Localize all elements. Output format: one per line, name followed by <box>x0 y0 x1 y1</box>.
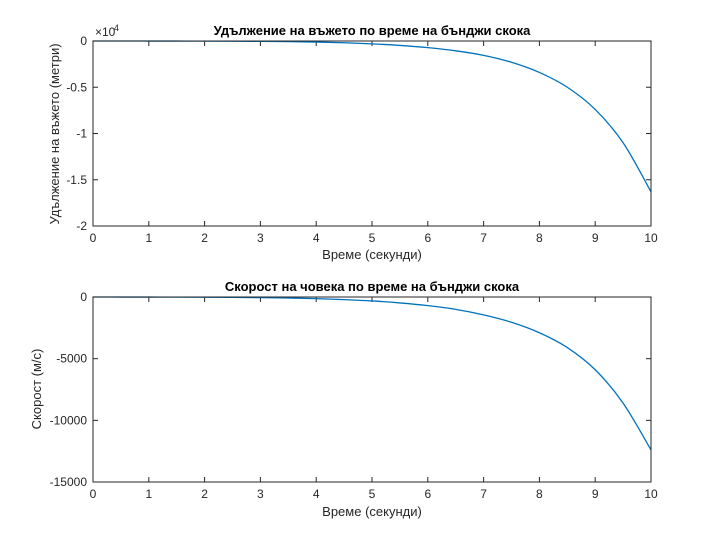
x-tick-label: 1 <box>145 231 152 245</box>
y-tick-label: -0.5 <box>66 80 87 94</box>
x-tick-label: 10 <box>644 231 658 245</box>
x-tick-label: 6 <box>424 231 431 245</box>
x-tick-label: 6 <box>424 487 431 501</box>
y-tick-label: 0 <box>80 34 87 48</box>
y-axis-label: Удължение на въжето (метри) <box>47 43 62 224</box>
x-tick-label: 0 <box>90 231 97 245</box>
y-tick-label: -15000 <box>50 475 88 489</box>
y-axis-label: Скорост (м/с) <box>29 349 44 430</box>
x-tick-label: 7 <box>480 487 487 501</box>
x-tick-label: 8 <box>536 231 543 245</box>
x-tick-label: 5 <box>369 487 376 501</box>
x-tick-label: 3 <box>257 231 264 245</box>
axes-box <box>92 296 652 483</box>
y-exponent-power: 4 <box>114 23 119 33</box>
x-tick-label: 5 <box>369 231 376 245</box>
x-axis-label: Време (секунди) <box>322 247 422 262</box>
x-axis-label: Време (секунди) <box>322 504 422 519</box>
x-tick-label: 7 <box>480 231 487 245</box>
y-tick-label: -10000 <box>50 413 88 427</box>
plot-velocity: Скорост на човека по време на бънджи ско… <box>29 279 658 519</box>
x-tick-label: 4 <box>313 231 320 245</box>
axes-box <box>92 40 652 227</box>
x-tick-label: 9 <box>592 231 599 245</box>
x-tick-label: 4 <box>313 487 320 501</box>
tick-group: 0 1 2 3 4 5 6 7 8 9 10 0 -5000 -10000 -15000 <box>50 290 658 501</box>
tick-group: 0 1 2 3 4 5 6 7 8 9 10 0 -0.5 -1 -1.5 -2 <box>66 34 658 245</box>
x-tick-label: 10 <box>644 487 658 501</box>
y-tick-label: -2 <box>76 219 87 233</box>
x-tick-label: 3 <box>257 487 264 501</box>
x-tick-label: 1 <box>145 487 152 501</box>
y-tick-label: -1.5 <box>66 173 87 187</box>
x-tick-label: 2 <box>201 487 208 501</box>
x-tick-label: 2 <box>201 231 208 245</box>
y-tick-label: -5000 <box>56 352 87 366</box>
plot-title: Удължение на въжето по време на бънджи с… <box>214 23 532 38</box>
x-tick-label: 9 <box>592 487 599 501</box>
y-exponent-base: ×10 <box>95 25 116 39</box>
y-tick-label: -1 <box>76 127 87 141</box>
plot-elongation: Удължение на въжето по време на бънджи с… <box>47 23 658 262</box>
x-tick-label: 8 <box>536 487 543 501</box>
x-tick-label: 0 <box>90 487 97 501</box>
plot-title: Скорост на човека по време на бънджи ско… <box>225 279 520 294</box>
y-tick-label: 0 <box>80 290 87 304</box>
